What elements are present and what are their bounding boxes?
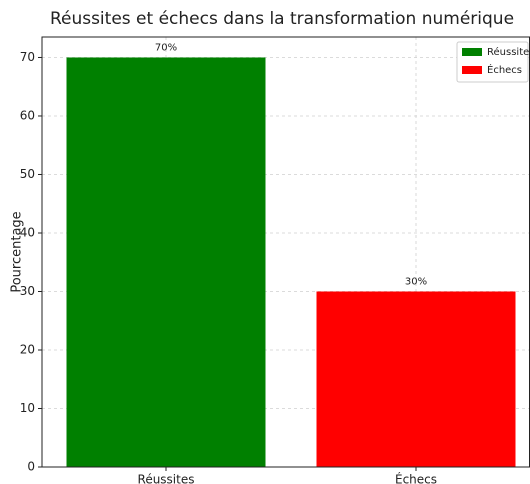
value-label: 30% xyxy=(405,276,427,287)
y-tick-label: 50 xyxy=(20,167,35,181)
y-tick-label: 70 xyxy=(20,50,35,64)
value-label: 70% xyxy=(155,42,177,53)
y-tick-label: 30 xyxy=(20,284,35,298)
legend-swatch xyxy=(462,66,482,74)
bar xyxy=(66,57,266,467)
y-tick-label: 0 xyxy=(27,460,35,474)
y-axis-label: Pourcentage xyxy=(10,211,25,292)
bar xyxy=(316,291,516,467)
chart-title: Réussites et échecs dans la transformati… xyxy=(50,9,514,29)
legend-label: Réussites xyxy=(487,46,530,58)
legend: Réussites Échecs xyxy=(456,41,530,83)
y-tick-label: 20 xyxy=(20,342,35,356)
y-tick-label: 10 xyxy=(20,401,35,415)
legend-label: Échecs xyxy=(487,63,522,76)
x-tick-label: Échecs xyxy=(395,472,437,484)
x-tick-label: Réussites xyxy=(138,473,195,484)
y-tick-label: 60 xyxy=(20,108,35,122)
legend-swatch xyxy=(462,48,482,56)
y-tick-label: 40 xyxy=(20,225,35,239)
